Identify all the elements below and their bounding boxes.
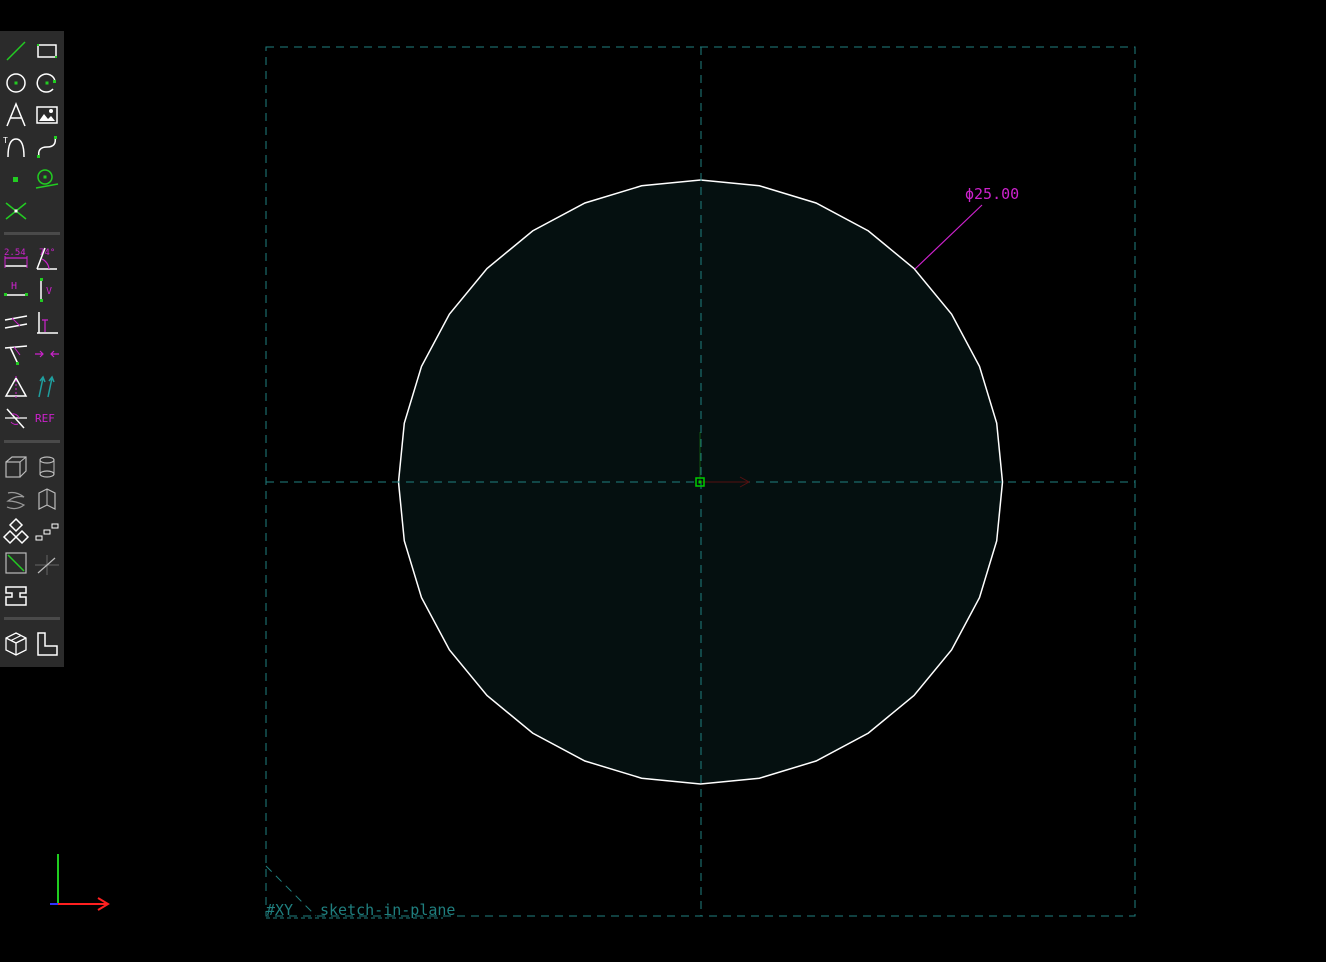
toolbar-separator bbox=[4, 440, 60, 443]
svg-text:H: H bbox=[11, 281, 17, 292]
nearest-ortho-view-icon[interactable] bbox=[33, 630, 61, 658]
same-orientation-icon[interactable] bbox=[33, 372, 61, 400]
circle-center-point[interactable] bbox=[695, 477, 705, 487]
perpendicular-constraint-icon[interactable] bbox=[33, 308, 61, 336]
image-icon[interactable] bbox=[33, 101, 61, 129]
workplane-normal-arrowhead bbox=[739, 476, 751, 488]
revolve-icon[interactable] bbox=[33, 485, 61, 513]
svg-text:REF: REF bbox=[35, 412, 55, 425]
distance-constraint-icon[interactable]: 2.54 bbox=[2, 244, 30, 272]
svg-text:V: V bbox=[46, 286, 52, 297]
cubic-spline-icon[interactable] bbox=[33, 133, 61, 161]
toolbar-separator bbox=[4, 617, 60, 620]
line-segment-icon[interactable] bbox=[2, 37, 30, 65]
lathe-icon[interactable] bbox=[33, 453, 61, 481]
sketch-in-3d-icon[interactable] bbox=[33, 549, 61, 577]
link-import-icon[interactable] bbox=[2, 581, 30, 609]
reference-toggle-button[interactable]: REF bbox=[33, 404, 61, 432]
other-supplementary-angle-icon[interactable] bbox=[2, 404, 30, 432]
sketch-in-plane-icon[interactable] bbox=[2, 549, 30, 577]
rectangle-icon[interactable] bbox=[33, 37, 61, 65]
group-name-label: sketch-in-plane bbox=[320, 901, 455, 919]
text-icon[interactable] bbox=[2, 101, 30, 129]
view-x-arrowhead bbox=[97, 897, 110, 911]
workplane-corner-marker bbox=[265, 865, 317, 917]
angle-constraint-icon[interactable]: 74° bbox=[33, 244, 61, 272]
circle-icon[interactable] bbox=[2, 69, 30, 97]
diameter-leader-line bbox=[914, 204, 983, 270]
symmetric-constraint-icon[interactable] bbox=[2, 372, 30, 400]
datum-point-icon[interactable] bbox=[2, 165, 30, 193]
left-toolbar: T 2.54 74° H V bbox=[0, 31, 64, 667]
svg-text:T: T bbox=[3, 136, 8, 145]
extrude-icon[interactable] bbox=[2, 453, 30, 481]
step-translating-icon[interactable] bbox=[33, 517, 61, 545]
arc-icon[interactable] bbox=[33, 69, 61, 97]
circle-center-dot bbox=[698, 480, 702, 484]
tangent-arc-icon[interactable]: T bbox=[2, 133, 30, 161]
workplane-label: #XY bbox=[266, 901, 293, 919]
workplane-icon[interactable] bbox=[33, 165, 61, 193]
vertical-constraint-icon[interactable]: V bbox=[33, 276, 61, 304]
split-curves-icon[interactable] bbox=[2, 197, 30, 225]
tangent-constraint-icon[interactable] bbox=[2, 340, 30, 368]
svg-text:74°: 74° bbox=[39, 248, 55, 258]
nearest-isometric-view-icon[interactable] bbox=[2, 630, 30, 658]
toolbar-separator bbox=[4, 232, 60, 235]
diameter-dimension-label[interactable]: ϕ25.00 bbox=[965, 185, 1019, 203]
coincident-constraint-icon[interactable] bbox=[33, 340, 61, 368]
svg-text:2.54: 2.54 bbox=[4, 248, 26, 258]
step-rotating-icon[interactable] bbox=[2, 517, 30, 545]
parallel-constraint-icon[interactable] bbox=[2, 308, 30, 336]
horizontal-constraint-icon[interactable]: H bbox=[2, 276, 30, 304]
helix-icon[interactable] bbox=[2, 485, 30, 513]
